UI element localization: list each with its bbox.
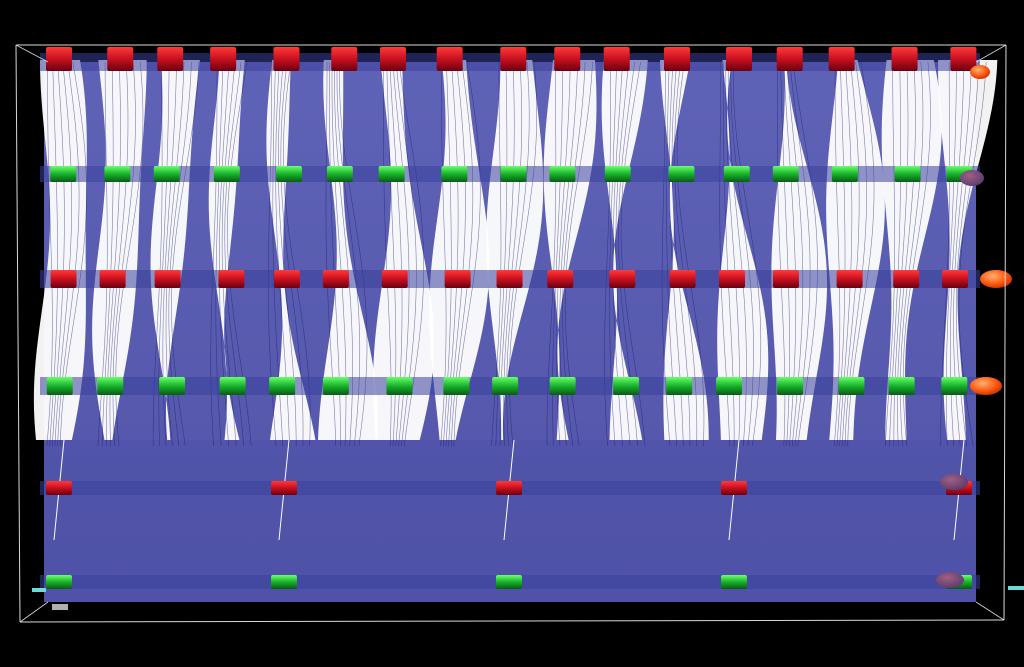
- band-segment: [721, 481, 747, 495]
- band-segment: [547, 270, 574, 288]
- band-segment: [46, 47, 72, 71]
- band-rows: [40, 47, 980, 589]
- band-segment: [219, 377, 246, 395]
- marker-sphere: [936, 572, 964, 588]
- band-segment: [107, 47, 134, 71]
- band-segment: [603, 47, 630, 71]
- band-segment: [950, 47, 977, 71]
- band-segment: [891, 47, 918, 71]
- band-segment: [777, 377, 804, 395]
- band-segment: [500, 166, 527, 182]
- band-segment: [46, 575, 72, 589]
- band-segment: [664, 47, 691, 71]
- marker-sphere: [960, 170, 984, 186]
- streamline-column: [881, 60, 942, 447]
- band-segment: [441, 166, 468, 182]
- band-segment: [218, 270, 245, 288]
- band-segment: [716, 377, 743, 395]
- band-segment: [436, 47, 463, 71]
- band-segment: [604, 166, 631, 182]
- band-segment: [772, 166, 799, 182]
- band-row-bottom-row: [40, 481, 980, 495]
- band-segment: [443, 377, 470, 395]
- band-segment: [153, 166, 180, 182]
- band-segment: [772, 270, 799, 288]
- band-segment: [322, 270, 349, 288]
- marker-sphere: [940, 474, 968, 490]
- band-segment: [666, 377, 693, 395]
- band-segment: [157, 47, 184, 71]
- band-segment: [723, 166, 750, 182]
- band-segment: [492, 377, 519, 395]
- band-segment: [104, 166, 131, 182]
- band-segment: [725, 47, 752, 71]
- band-segment: [888, 377, 915, 395]
- bounding-box-frame: [15, 44, 1007, 623]
- band-segment: [831, 166, 858, 182]
- marker-sphere: [980, 270, 1012, 288]
- band-row-middle-row: [40, 270, 980, 288]
- band-segment: [322, 377, 349, 395]
- band-segment: [99, 270, 126, 288]
- band-segment: [331, 47, 358, 71]
- band-segment: [828, 47, 855, 71]
- band-segment: [609, 270, 636, 288]
- axis-markers: [32, 586, 1024, 610]
- band-segment: [275, 166, 302, 182]
- band-segment: [941, 377, 968, 395]
- band-segment: [549, 377, 576, 395]
- band-segment: [500, 47, 527, 71]
- band-segment: [97, 377, 124, 395]
- band-segment: [386, 377, 413, 395]
- band-segment: [549, 166, 576, 182]
- band-segment: [154, 270, 181, 288]
- band-segment: [159, 377, 186, 395]
- band-segment: [273, 270, 300, 288]
- band-segment: [50, 166, 77, 182]
- band-row-upper-row: [40, 166, 980, 182]
- band-segment: [271, 481, 297, 495]
- band-segment: [50, 270, 77, 288]
- band-segment: [613, 377, 640, 395]
- band-segment: [668, 166, 695, 182]
- band-segment: [838, 377, 865, 395]
- band-segment: [893, 270, 920, 288]
- marker-spheres: [936, 65, 1012, 588]
- band-segment: [210, 47, 237, 71]
- band-segment: [894, 166, 921, 182]
- band-segment: [721, 575, 747, 589]
- band-row-lower-row: [40, 377, 980, 395]
- band-segment: [669, 270, 696, 288]
- band-segment: [269, 377, 296, 395]
- band-segment: [326, 166, 353, 182]
- marker-sphere: [970, 377, 1002, 395]
- band-segment: [381, 270, 408, 288]
- band-segment: [554, 47, 581, 71]
- band-segment: [942, 270, 969, 288]
- band-row-top-row: [40, 47, 980, 71]
- streamlines: [33, 60, 998, 541]
- band-segment: [496, 481, 522, 495]
- band-segment: [444, 270, 471, 288]
- band-segment: [776, 47, 803, 71]
- band-segment: [378, 166, 405, 182]
- band-segment: [273, 47, 300, 71]
- band-segment: [46, 377, 73, 395]
- band-segment: [496, 270, 523, 288]
- band-segment: [496, 575, 522, 589]
- band-segment: [719, 270, 746, 288]
- band-segment: [380, 47, 407, 71]
- marker-sphere: [970, 65, 990, 79]
- band-segment: [836, 270, 863, 288]
- band-row-base-row: [40, 575, 980, 589]
- band-segment: [213, 166, 240, 182]
- band-segment: [271, 575, 297, 589]
- band-segment: [46, 481, 72, 495]
